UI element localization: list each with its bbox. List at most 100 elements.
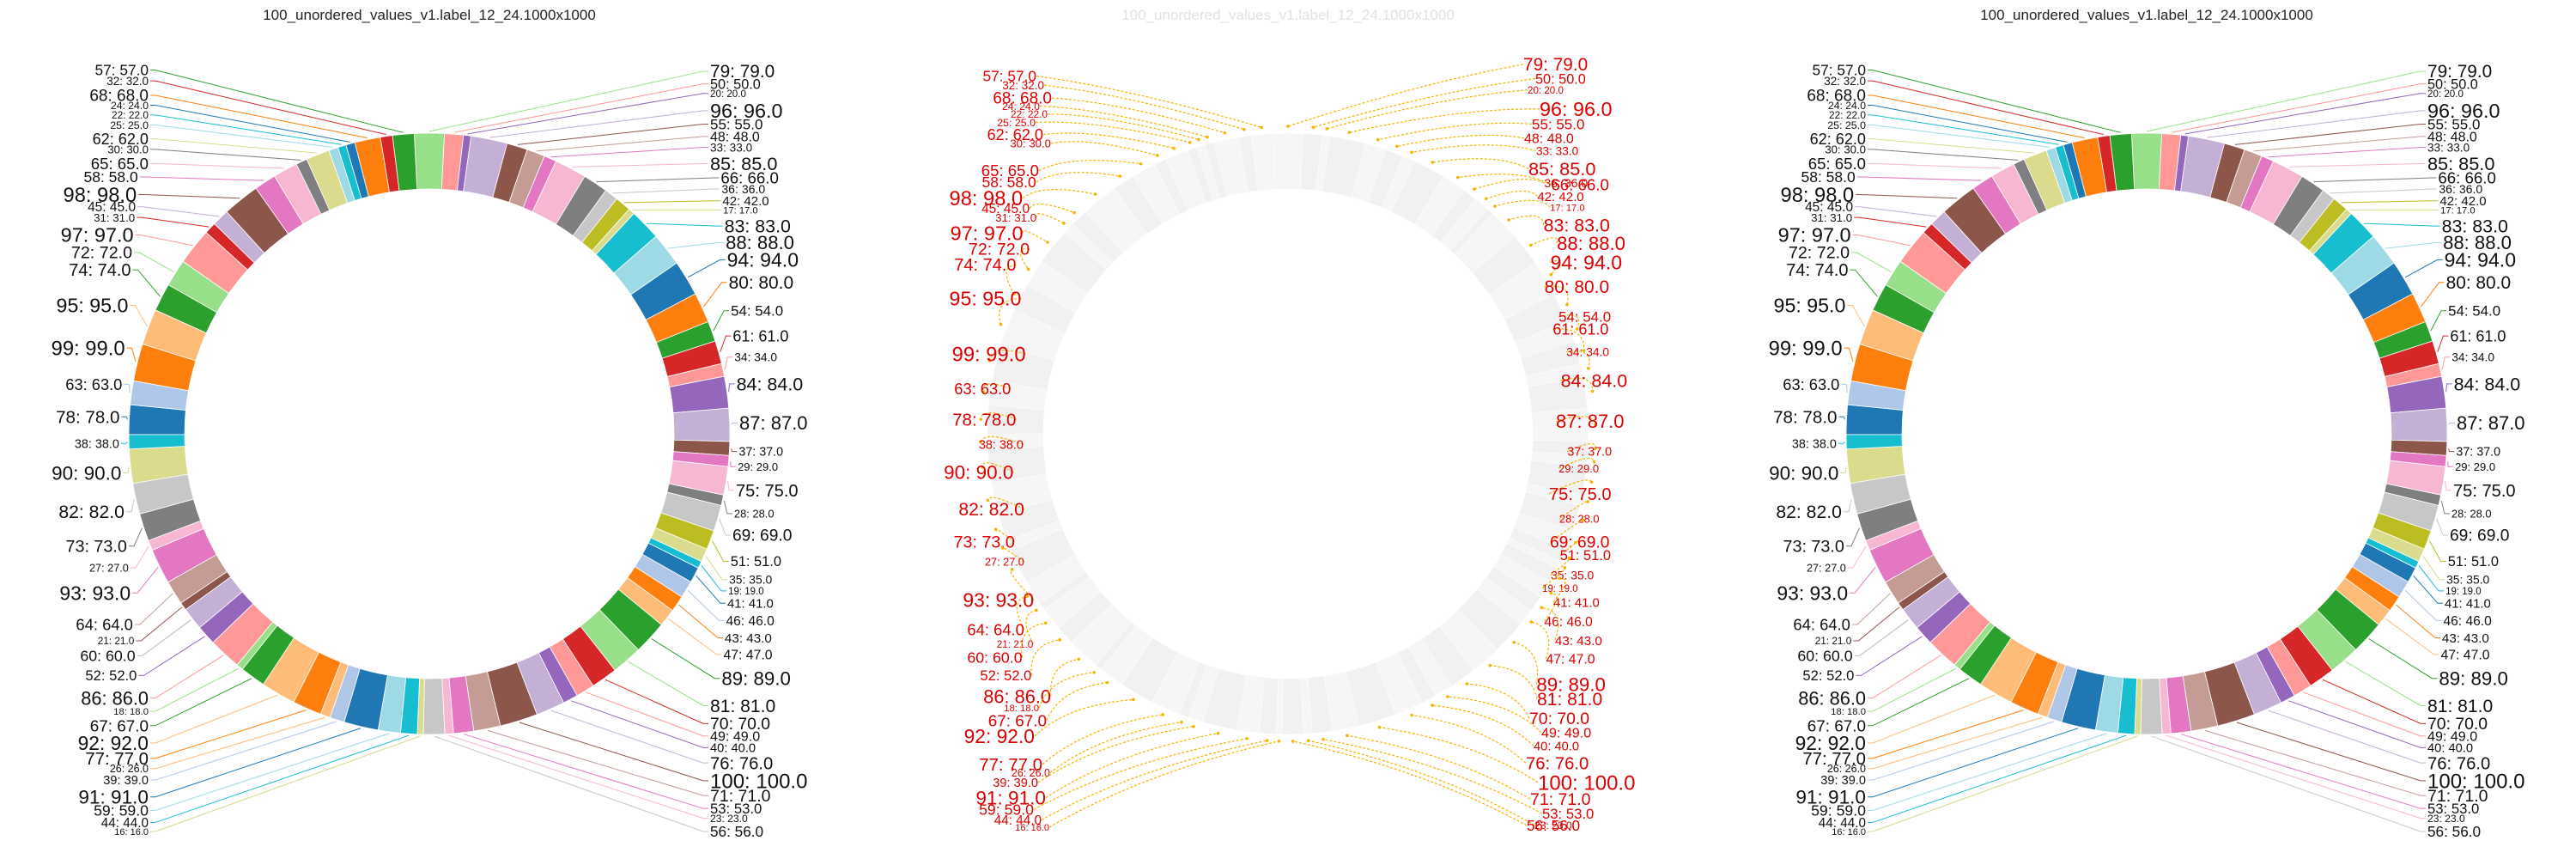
leader-line [2204, 729, 2426, 796]
leader-line [2236, 722, 2426, 782]
chart-panel-right: 100_unordered_values_v1.label_12_24.1000… [1717, 0, 2576, 859]
leader-line [1868, 94, 2085, 139]
leader-arrow [1447, 696, 1542, 734]
slice-label-92: 92: 92.0 [78, 732, 149, 754]
leader-line [1868, 710, 2024, 759]
leader-line [2441, 356, 2451, 370]
arrow-head [1306, 739, 1310, 743]
arrow-head [1072, 210, 1076, 215]
slice-label-64: 64: 64.0 [967, 620, 1024, 638]
leader-line [2385, 241, 2442, 249]
chart-title: 100_unordered_values_v1.label_12_24.1000… [1121, 7, 1455, 23]
arrow-head [1565, 302, 1569, 307]
arrow-head [1567, 556, 1571, 560]
slice-label-36: 36: 36.0 [1544, 176, 1588, 190]
leader-line [138, 636, 205, 676]
leader-arrow [1042, 132, 1175, 149]
slice-label-71: 71: 71.0 [2427, 787, 2488, 806]
leader-line [1868, 105, 2068, 143]
slice-label-57: 57: 57.0 [95, 62, 149, 79]
slice-label-67: 67: 67.0 [1807, 717, 1866, 735]
leader-line [130, 305, 148, 326]
leader-line [2234, 123, 2426, 145]
slice-label-78: 78: 78.0 [952, 410, 1016, 430]
leader-line [687, 259, 726, 278]
leader-line [428, 70, 708, 132]
slice-label-79: 79: 79.0 [2427, 62, 2492, 82]
slice-label-85: 85: 85.0 [710, 153, 777, 174]
slice-label-74: 74: 74.0 [954, 256, 1016, 275]
slice-label-44: 44: 44.0 [994, 813, 1042, 828]
slice-label-53: 53: 53.0 [2427, 801, 2479, 817]
slice-label-54: 54: 54.0 [2448, 303, 2500, 320]
arrow-head [1188, 140, 1192, 144]
slice-label-45: 45: 45.0 [1805, 200, 1853, 215]
arrow-head [981, 465, 984, 469]
arrow-head [1010, 568, 1014, 571]
leader-line [2440, 500, 2450, 515]
slice-label-33: 33: 33.0 [2427, 141, 2470, 154]
leader-line [2288, 162, 2426, 168]
slice-label-18: 18: 18.0 [113, 707, 149, 717]
slice-label-32: 32: 32.0 [106, 75, 149, 88]
arrow-head [1291, 740, 1295, 743]
leader-arrow [980, 412, 1017, 420]
slice-label-48: 48: 48.0 [710, 130, 760, 144]
leader-arrow [1494, 199, 1551, 208]
leader-arrow [1046, 682, 1108, 722]
slice-label-77: 77: 77.0 [1802, 750, 1866, 769]
slice-label-50: 50: 50.0 [710, 76, 761, 92]
arrow-head [1587, 367, 1590, 370]
arrow-head [1431, 161, 1435, 164]
slice-label-84: 84: 84.0 [737, 374, 804, 394]
donut-wedges [987, 132, 1589, 735]
leader-arrow [1473, 179, 1545, 190]
chart-panel-left: 100_unordered_values_v1.label_12_24.1000… [0, 0, 859, 859]
slice-label-32: 32: 32.0 [1002, 79, 1044, 92]
arrow-head [1484, 197, 1488, 201]
slice-label-100: 100: 100.0 [2427, 770, 2524, 793]
arrow-head [1575, 327, 1579, 331]
donut-wedges [128, 132, 731, 735]
leader-line [150, 735, 421, 832]
leader-line [2396, 604, 2440, 638]
slice-label-72: 72: 72.0 [969, 241, 1030, 259]
slice-label-65: 65: 65.0 [981, 161, 1039, 180]
leader-line [137, 206, 220, 217]
slice-label-58: 58: 58.0 [1801, 168, 1856, 186]
slice-label-34: 34: 34.0 [1566, 346, 1609, 359]
leader-line [1847, 545, 1867, 569]
leader-line [124, 384, 131, 393]
arrow-head [1593, 447, 1597, 451]
slice-label-43: 43: 43.0 [1555, 634, 1602, 649]
slice-label-38: 38: 38.0 [75, 437, 119, 451]
slice-label-85: 85: 85.0 [2427, 153, 2494, 174]
arrow-head [1058, 638, 1062, 642]
leader-arrow [1411, 144, 1537, 153]
slice-label-53: 53: 53.0 [1542, 806, 1594, 822]
leader-line [2166, 734, 2426, 819]
leader-arrow [1555, 416, 1596, 425]
slice-label-59: 59: 59.0 [1811, 802, 1866, 819]
slice-label-89: 89: 89.0 [2439, 668, 2508, 690]
leader-arrow [1051, 97, 1225, 134]
leader-arrow [1530, 237, 1558, 246]
arrow-head [1062, 222, 1066, 225]
slice-label-76: 76: 76.0 [710, 754, 773, 773]
slice-label-83: 83: 83.0 [2442, 216, 2508, 237]
leader-arrow [1019, 247, 1030, 270]
leader-line [2181, 734, 2426, 809]
slice-label-55: 55: 55.0 [710, 116, 762, 132]
slice-label-37: 37: 37.0 [738, 446, 783, 460]
slice-label-44: 44: 44.0 [1819, 816, 1866, 831]
leader-line [150, 162, 285, 169]
leader-arrow [1033, 738, 1248, 810]
leader-line [1868, 80, 2104, 136]
leader-line [1856, 194, 1958, 199]
leader-line [1856, 176, 1982, 181]
leader-line [1854, 216, 1927, 228]
slice-label-67: 67: 67.0 [90, 717, 149, 735]
donut-slice-87 [2390, 407, 2448, 442]
slice-label-28: 28: 28.0 [734, 507, 775, 520]
slice-label-42: 42: 42.0 [2439, 194, 2486, 209]
